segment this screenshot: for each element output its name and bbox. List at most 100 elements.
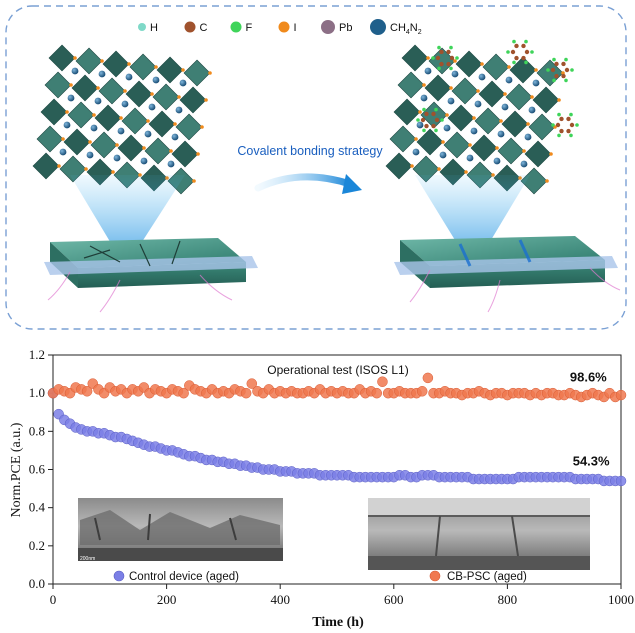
fluorine-atom xyxy=(422,128,426,133)
carbon-atom xyxy=(434,117,440,123)
iodide-atom xyxy=(530,95,534,99)
axes: 0 200 400 600 800 1000 0.0 0.2 0.4 0.6 0.8 1.0 1.2 xyxy=(29,347,634,607)
cracked-film-slab xyxy=(44,238,258,313)
carbon-atom xyxy=(449,55,455,61)
fa-cation xyxy=(86,151,94,159)
carbon-atom xyxy=(439,49,444,55)
cbpsc-point xyxy=(81,386,93,397)
pbi6-octahedron xyxy=(443,131,471,159)
pbi6-octahedron xyxy=(470,134,498,162)
carbon-atom xyxy=(566,116,571,122)
pbi6-octahedron xyxy=(48,44,76,72)
legend-atom-4 xyxy=(321,20,335,34)
x-tick-label: 400 xyxy=(270,592,290,607)
carbon-atom xyxy=(446,49,451,55)
cbpsc-point xyxy=(240,387,252,399)
pbi6-octahedron xyxy=(94,104,122,132)
iodide-atom xyxy=(549,152,553,156)
iodide-atom xyxy=(495,146,499,150)
pbi6-octahedron xyxy=(40,98,68,126)
carbon-atom xyxy=(555,122,561,128)
cbpsc-point xyxy=(615,389,627,401)
carbon-atom xyxy=(514,55,519,61)
fa-cation xyxy=(63,121,71,129)
fa-cation xyxy=(71,67,79,75)
fluorine-atom xyxy=(434,107,438,112)
healed-film-slab xyxy=(394,236,621,313)
fluorine-atom xyxy=(557,112,561,117)
pbi6-octahedron xyxy=(524,140,552,168)
iodide-atom xyxy=(196,152,200,156)
fa-cation xyxy=(505,76,513,84)
iodide-atom xyxy=(499,119,503,123)
fa-cation xyxy=(140,157,148,165)
iodide-atom xyxy=(92,113,96,117)
pbi6-octahedron xyxy=(532,86,560,114)
legend-atom-label-2: F xyxy=(246,22,253,34)
pbi6-octahedron xyxy=(152,83,180,111)
pbi6-octahedron xyxy=(385,152,413,180)
iodide-atom xyxy=(507,65,511,69)
pbi6-octahedron xyxy=(117,134,145,162)
cbpsc-point xyxy=(416,386,428,397)
carbon-atom xyxy=(561,73,566,79)
pbi6-octahedron xyxy=(75,47,103,75)
iodide-atom xyxy=(146,119,150,123)
iodide-atom xyxy=(181,68,185,72)
fa-cation xyxy=(501,103,509,111)
pbi6-octahedron xyxy=(416,128,444,156)
legend-atom-label-1: C xyxy=(200,22,208,34)
iodide-atom xyxy=(84,167,88,171)
carbon-atom xyxy=(435,55,441,61)
fa-cation xyxy=(175,106,183,114)
chart: 200nm 0 200 400 600 800 1000 0.0 0.2 0.4 0.6 0.8 1.… xyxy=(9,347,634,630)
iodide-atom xyxy=(100,59,104,63)
carbon-atom xyxy=(566,128,571,134)
pbi6-octahedron xyxy=(501,110,529,138)
fluorine-atom xyxy=(449,45,453,50)
y-tick-label: 1.2 xyxy=(29,347,45,362)
iodide-atom xyxy=(480,62,484,66)
fluorine-atom xyxy=(546,68,550,72)
fluorine-atom xyxy=(524,39,528,44)
cbpsc-sem-inset xyxy=(368,498,590,570)
iodide-atom xyxy=(449,86,453,90)
fa-cation xyxy=(532,79,540,87)
bonded-perovskite-lattice xyxy=(385,39,579,195)
control-sem-inset: 200nm xyxy=(78,498,283,562)
pbi6-octahedron xyxy=(482,53,510,81)
iodide-atom xyxy=(453,59,457,63)
fa-cation xyxy=(493,157,501,165)
carbon-atom xyxy=(550,67,556,73)
pbi6-octahedron xyxy=(183,59,211,87)
strategy-label: Covalent bonding strategy xyxy=(237,144,383,158)
iodide-atom xyxy=(173,122,177,126)
fluorine-atom xyxy=(449,66,453,71)
pbi6-octahedron xyxy=(528,113,556,141)
fa-cation xyxy=(470,127,478,135)
organic-molecule-clusters xyxy=(416,39,579,138)
iodide-atom xyxy=(414,137,418,141)
fluorine-atom xyxy=(551,123,555,127)
fa-cation xyxy=(148,103,156,111)
fa-cation xyxy=(117,127,125,135)
carbon-atom xyxy=(521,55,526,61)
pbi6-octahedron xyxy=(148,110,176,138)
carbon-atom xyxy=(559,128,564,134)
pbi6-octahedron xyxy=(44,71,72,99)
series-layer xyxy=(47,372,627,487)
carbon-atom xyxy=(510,49,516,55)
carbon-atom xyxy=(561,61,566,67)
fluorine-atom xyxy=(437,45,441,50)
iodide-atom xyxy=(476,89,480,93)
pbi6-octahedron xyxy=(478,80,506,108)
fa-cation xyxy=(171,133,179,141)
legend-label-control: Control device (aged) xyxy=(129,571,239,583)
pbi6-octahedron xyxy=(536,59,564,87)
fa-cation xyxy=(439,151,447,159)
carbon-atom xyxy=(514,43,519,49)
fa-cation xyxy=(152,76,160,84)
fa-cation xyxy=(478,73,486,81)
iodide-atom xyxy=(69,83,73,87)
